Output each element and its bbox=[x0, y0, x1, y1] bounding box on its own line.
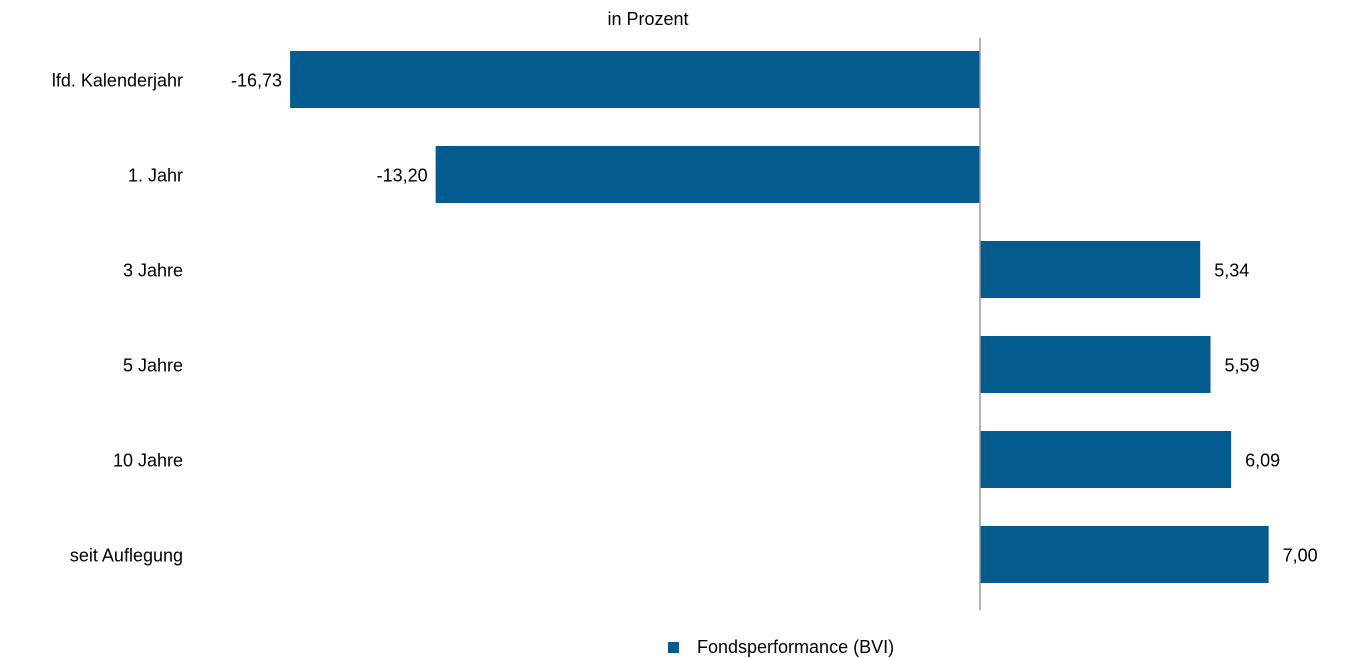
data-label: 7,00 bbox=[1283, 545, 1318, 565]
bar bbox=[290, 51, 980, 108]
y-tick-label: seit Auflegung bbox=[70, 545, 183, 565]
chart-title: in Prozent bbox=[607, 9, 688, 29]
data-label: -13,20 bbox=[377, 165, 428, 185]
data-label: 6,09 bbox=[1245, 450, 1280, 470]
legend-label: Fondsperformance (BVI) bbox=[697, 637, 894, 657]
data-label: 5,59 bbox=[1225, 355, 1260, 375]
legend-swatch bbox=[668, 642, 679, 653]
y-tick-label: lfd. Kalenderjahr bbox=[52, 70, 183, 90]
bar bbox=[979, 241, 1201, 298]
y-tick-label: 5 Jahre bbox=[123, 355, 183, 375]
data-label: 5,34 bbox=[1214, 260, 1249, 280]
y-tick-label: 3 Jahre bbox=[123, 260, 183, 280]
y-tick-label: 10 Jahre bbox=[113, 450, 183, 470]
bar bbox=[979, 526, 1269, 583]
bar bbox=[979, 431, 1232, 488]
bar bbox=[435, 146, 980, 203]
y-tick-label: 1. Jahr bbox=[128, 165, 183, 185]
data-label: -16,73 bbox=[231, 70, 282, 90]
bar bbox=[979, 336, 1211, 393]
